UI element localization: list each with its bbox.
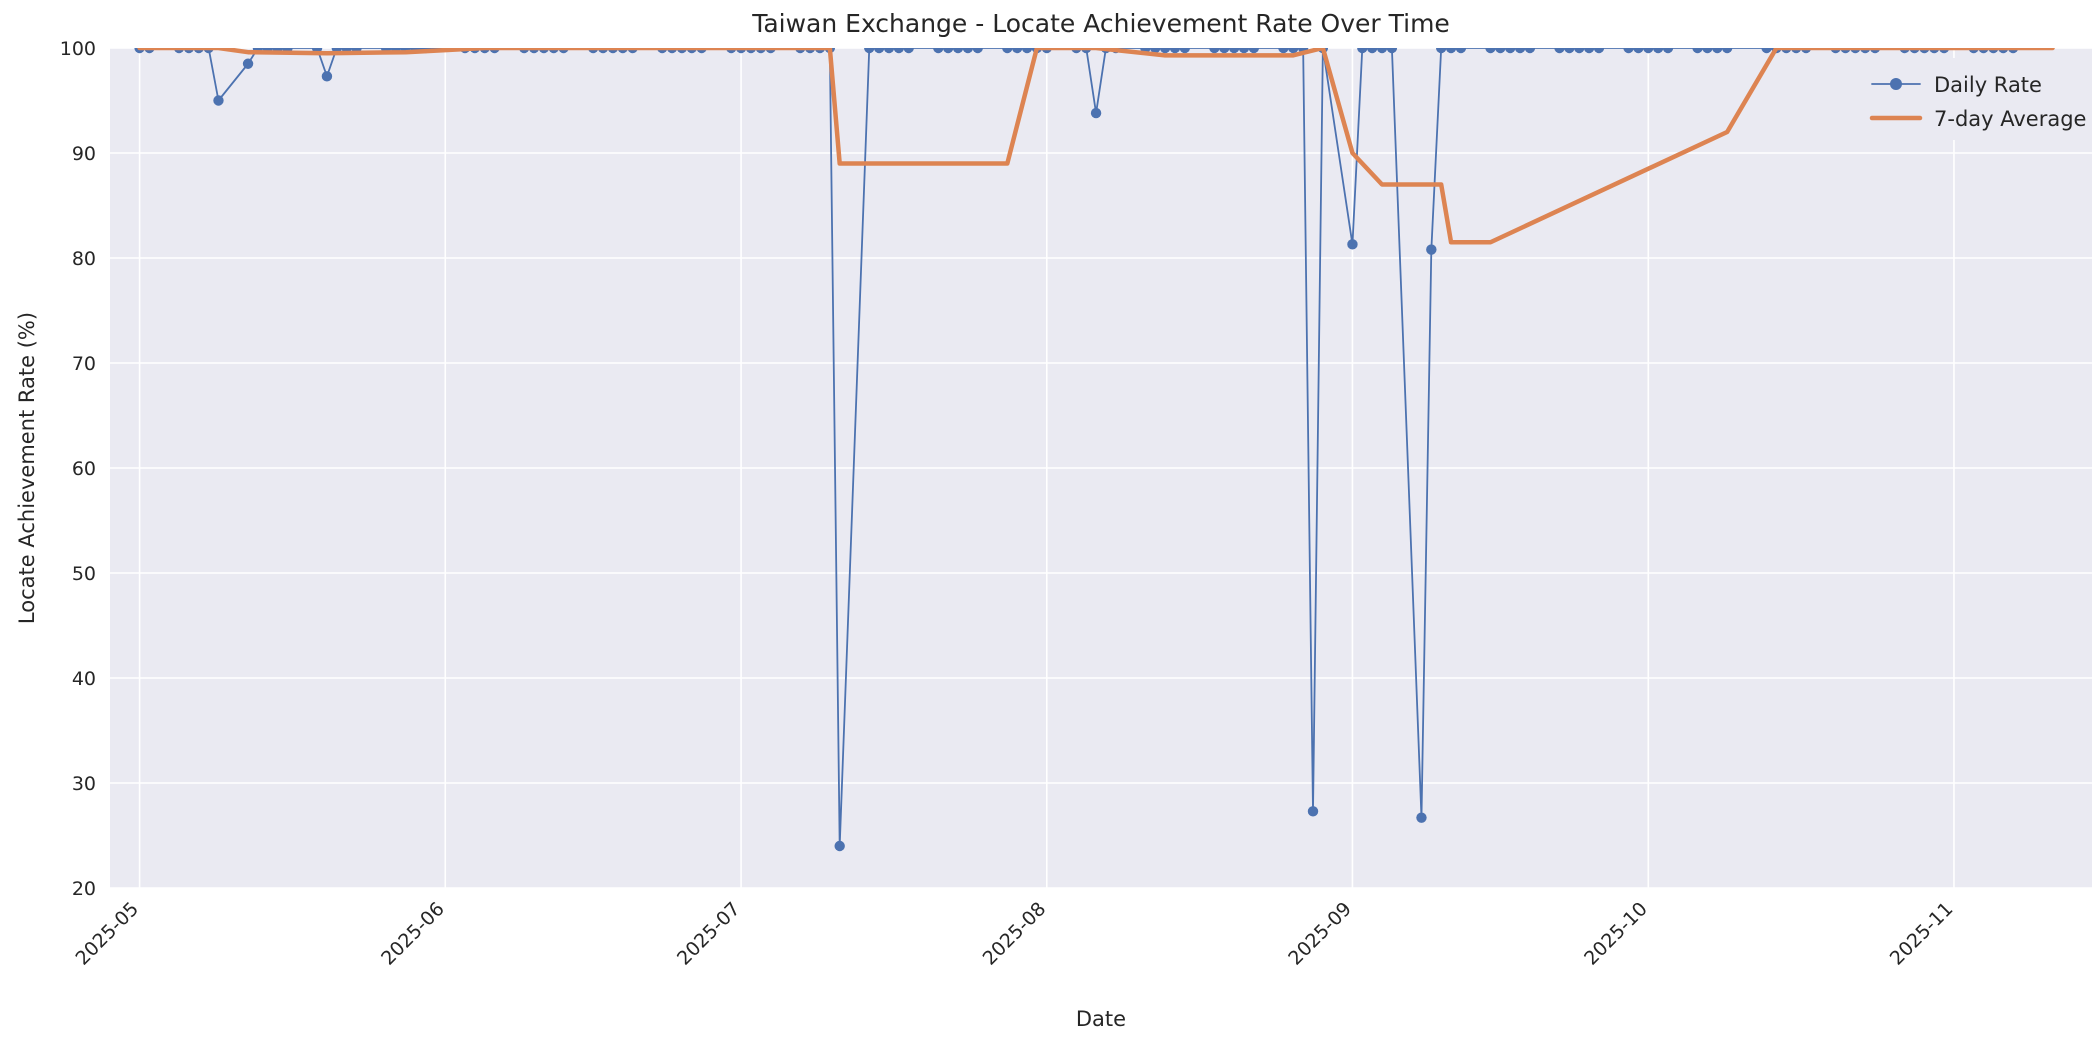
legend-label: 7-day Average	[1934, 107, 2086, 131]
y-tick-label: 20	[72, 878, 96, 900]
data-point	[893, 48, 905, 54]
chart-title: Taiwan Exchange - Locate Achievement Rat…	[751, 9, 1450, 38]
x-axis-title: Date	[1076, 1007, 1126, 1031]
y-tick-label: 100	[60, 38, 96, 60]
data-point	[1643, 48, 1654, 54]
data-point	[1662, 48, 1674, 54]
y-tick-label: 30	[72, 773, 96, 795]
data-series-layer	[134, 48, 2055, 852]
data-point	[1564, 48, 1575, 54]
data-point	[933, 48, 944, 54]
legend-item[interactable]: 7-day Average	[1869, 107, 2086, 131]
data-point	[1721, 48, 1733, 54]
data-point	[1445, 48, 1457, 54]
data-point	[1524, 48, 1536, 54]
data-point	[1011, 48, 1023, 54]
data-point	[903, 48, 914, 54]
data-point	[1159, 48, 1171, 54]
data-point	[1712, 48, 1723, 54]
data-point	[1366, 48, 1378, 54]
data-point	[1002, 48, 1013, 54]
data-point	[213, 95, 224, 106]
data-point	[962, 48, 974, 54]
data-point	[1090, 107, 1102, 119]
data-point	[1021, 48, 1033, 54]
data-point	[1633, 48, 1644, 54]
y-tick-label: 80	[72, 248, 96, 270]
y-tick-label: 40	[72, 668, 96, 690]
y-tick-label: 60	[72, 458, 96, 480]
y-tick-label: 90	[72, 143, 96, 165]
y-axis-title: Locate Achievement Rate (%)	[15, 312, 39, 624]
data-point	[1455, 48, 1467, 54]
data-point	[1219, 48, 1230, 54]
chart-legend: Daily Rate 7-day Average	[1858, 58, 2086, 140]
data-point	[864, 48, 875, 54]
data-point	[1495, 48, 1506, 54]
data-point	[1583, 48, 1595, 54]
data-point	[942, 48, 954, 54]
data-point	[1485, 48, 1496, 54]
data-point	[1179, 48, 1191, 54]
data-point	[1554, 48, 1565, 54]
data-point	[242, 58, 254, 69]
data-point	[1357, 48, 1368, 54]
data-point	[1692, 48, 1703, 54]
legend-item[interactable]: Daily Rate	[1871, 73, 2042, 97]
data-point	[1238, 48, 1250, 54]
data-point	[1386, 48, 1398, 54]
series-2	[137, 48, 2055, 245]
data-point	[873, 48, 885, 54]
legend-swatch-marker	[1890, 78, 1902, 90]
legend-background	[1858, 58, 2084, 140]
data-point	[1278, 48, 1289, 54]
data-point	[1623, 48, 1634, 54]
data-point	[1574, 48, 1585, 54]
data-point	[1426, 244, 1437, 255]
data-point	[1702, 48, 1713, 54]
data-point	[834, 840, 845, 852]
data-point	[883, 48, 895, 54]
data-point	[1416, 812, 1427, 823]
data-point	[1307, 806, 1319, 817]
data-point	[1209, 48, 1220, 54]
legend-label: Daily Rate	[1934, 73, 2042, 97]
y-tick-label: 70	[72, 353, 96, 375]
series-line	[137, 48, 2055, 245]
gridlines	[110, 47, 2092, 889]
data-point	[1652, 48, 1664, 54]
data-point	[1435, 48, 1447, 54]
data-point	[1761, 48, 1772, 54]
data-point	[972, 48, 983, 54]
data-point	[1228, 48, 1240, 54]
data-point	[1505, 48, 1516, 54]
data-point	[1288, 48, 1299, 54]
data-point	[1347, 239, 1358, 250]
y-tick-label: 50	[72, 563, 96, 585]
data-point	[1248, 48, 1260, 54]
data-point	[1376, 48, 1388, 54]
data-point	[321, 71, 333, 82]
data-point	[952, 48, 964, 54]
data-point	[1169, 48, 1181, 54]
y-axis-tick-labels: 20 30 40 50 60 70 80 90 100	[60, 38, 96, 900]
data-point	[1593, 48, 1605, 54]
data-point	[1514, 48, 1526, 54]
